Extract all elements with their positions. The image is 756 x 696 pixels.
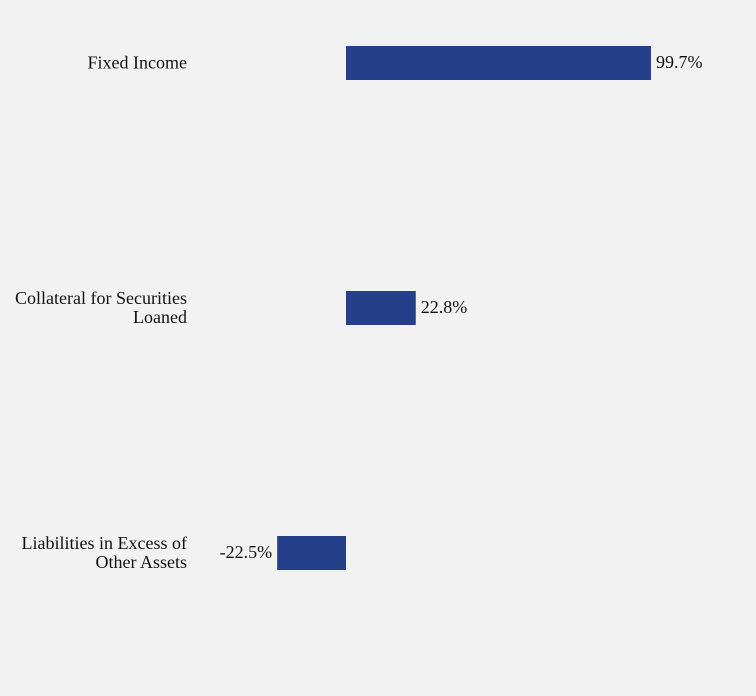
value-label: -22.5% bbox=[220, 542, 273, 562]
value-label: 99.7% bbox=[656, 52, 703, 72]
bar bbox=[346, 46, 651, 80]
category-label: Liabilities in Excess of Other Assets bbox=[21, 533, 187, 572]
category-label: Collateral for Securities Loaned bbox=[15, 288, 187, 327]
bar bbox=[346, 291, 416, 325]
category-label: Fixed Income bbox=[87, 52, 187, 73]
bar bbox=[277, 536, 346, 570]
value-label: 22.8% bbox=[421, 297, 468, 317]
